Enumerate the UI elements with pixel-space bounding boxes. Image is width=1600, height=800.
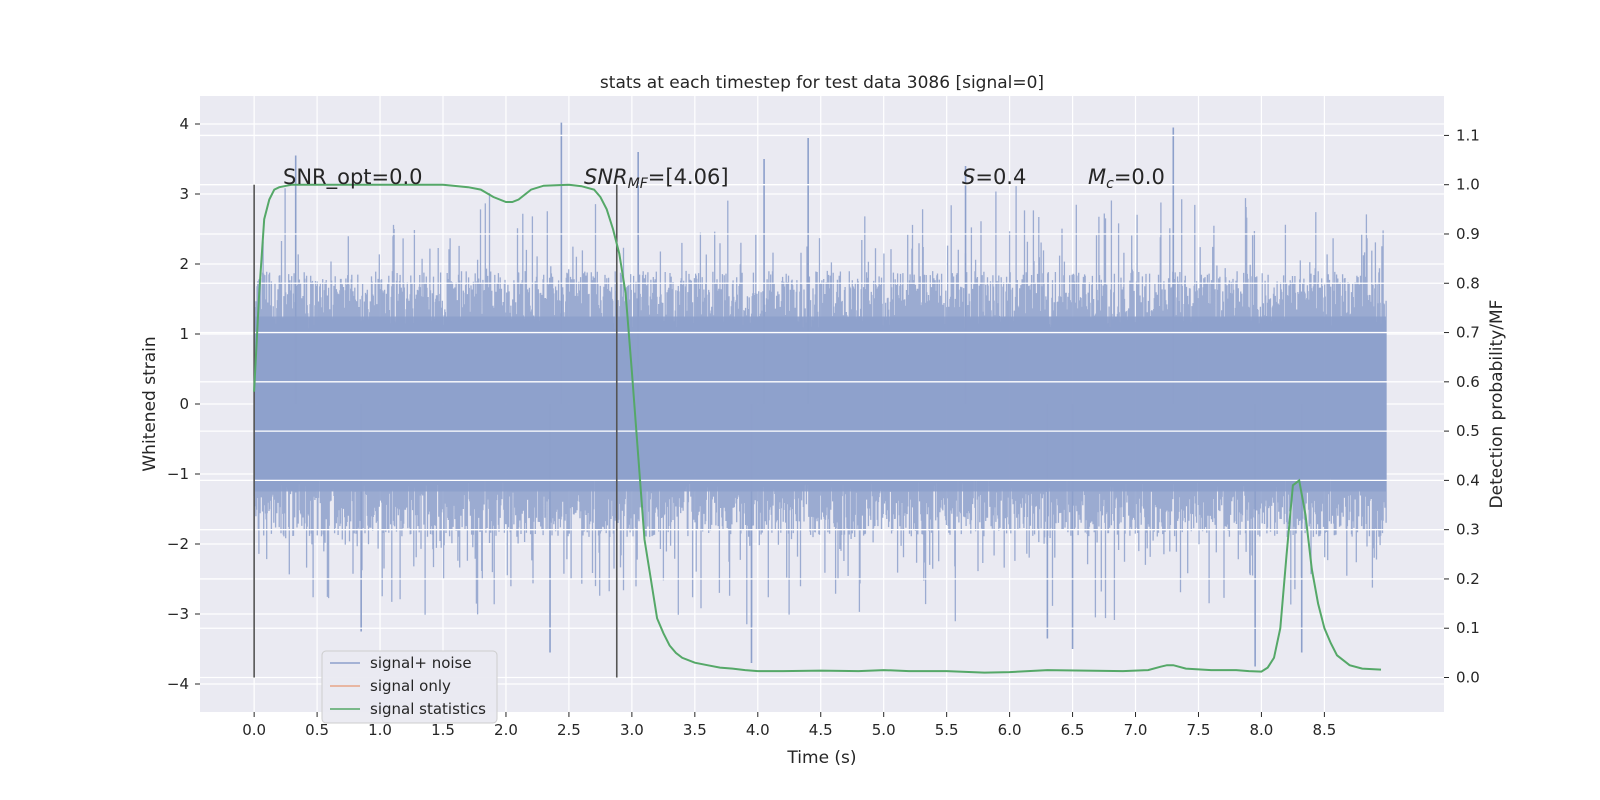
snr-opt-annotation: SNR_opt=0.0 xyxy=(283,165,423,190)
snr-mf-value: =[4.06] xyxy=(648,165,729,189)
x-tick-label: 2.5 xyxy=(557,721,581,739)
y-tick-label: 2 xyxy=(179,255,189,273)
s-label: S xyxy=(962,165,975,189)
y-tick-label: −2 xyxy=(167,535,189,553)
snr-mf-annotation: SNRMF=[4.06] xyxy=(584,165,729,192)
snr-mf-label: SNR xyxy=(584,165,628,189)
x-tick-label: 3.0 xyxy=(620,721,644,739)
y2-tick-label: 0.1 xyxy=(1456,619,1480,637)
x-tick-label: 0.0 xyxy=(242,721,266,739)
x-tick-label: 8.0 xyxy=(1249,721,1273,739)
x-tick-label: 4.0 xyxy=(746,721,770,739)
y-axis-label: Whitened strain xyxy=(140,336,160,471)
x-axis-ticks: 0.0 0.5 1.0 1.5 2.0 2.5 3.0 3.5 4.0 4.5 5.0 5.5 6.0 6… xyxy=(242,712,1336,739)
statistics-series xyxy=(253,183,1382,674)
x-tick-label: 8.5 xyxy=(1312,721,1336,739)
x-axis-label: Time (s) xyxy=(786,748,856,768)
y2-tick-label: 1.1 xyxy=(1456,126,1480,144)
x-tick-label: 1.5 xyxy=(431,721,455,739)
x-tick-label: 5.0 xyxy=(872,721,896,739)
y2-tick-label: 0.6 xyxy=(1456,373,1480,391)
legend-box xyxy=(321,650,498,724)
y2-tick-label: 0.5 xyxy=(1456,422,1480,440)
x-tick-label: 6.5 xyxy=(1061,721,1085,739)
chart-title: stats at each timestep for test data 308… xyxy=(600,73,1044,93)
y-tick-label: −3 xyxy=(167,605,189,623)
y2-axis-label: Detection probability/MF xyxy=(1487,300,1507,509)
noise-series xyxy=(253,122,1387,667)
mc-value: =0.0 xyxy=(1114,165,1165,189)
legend-label-signal: signal only xyxy=(370,677,451,695)
y2-tick-label: 0.9 xyxy=(1456,225,1480,243)
y-tick-label: −4 xyxy=(167,675,189,693)
mc-subscript: c xyxy=(1106,176,1114,192)
y2-tick-label: 0.3 xyxy=(1456,521,1480,539)
legend-label-noise: signal+ noise xyxy=(370,654,472,672)
x-tick-label: 0.5 xyxy=(305,721,329,739)
y-tick-label: 3 xyxy=(179,185,189,203)
y-axis-ticks: 4 3 2 1 0 −1 −2 −3 −4 xyxy=(167,115,200,693)
legend-label-statistics: signal statistics xyxy=(370,700,486,718)
mc-label: M xyxy=(1088,165,1106,189)
x-tick-label: 2.0 xyxy=(494,721,518,739)
x-tick-label: 4.5 xyxy=(809,721,833,739)
y-tick-label: 4 xyxy=(179,115,189,133)
x-tick-label: 1.0 xyxy=(368,721,392,739)
noise-core xyxy=(254,316,1387,492)
y2-axis-ticks: 1.1 1.0 0.9 0.8 0.7 0.6 0.5 0.4 0.3 0.2 0.1 0.0 xyxy=(1444,126,1480,687)
y2-tick-label: 0.0 xyxy=(1456,669,1480,687)
y2-tick-label: 0.2 xyxy=(1456,570,1480,588)
x-tick-label: 3.5 xyxy=(683,721,707,739)
y2-tick-label: 0.7 xyxy=(1456,324,1480,342)
y2-tick-label: 1.0 xyxy=(1456,176,1480,194)
y-tick-label: 0 xyxy=(179,395,189,413)
x-tick-label: 5.5 xyxy=(935,721,959,739)
x-tick-label: 7.5 xyxy=(1187,721,1211,739)
y-tick-label: 1 xyxy=(179,325,189,343)
mc-annotation: Mc=0.0 xyxy=(1088,165,1165,192)
y2-tick-label: 0.4 xyxy=(1456,471,1480,489)
x-tick-label: 6.0 xyxy=(998,721,1022,739)
y-tick-label: −1 xyxy=(167,465,189,483)
vertical-markers xyxy=(253,184,618,678)
s-value: =0.4 xyxy=(975,165,1026,189)
legend: signal+ noise signal only signal statist… xyxy=(321,650,498,724)
s-annotation: S=0.4 xyxy=(962,165,1026,189)
x-tick-label: 7.0 xyxy=(1124,721,1148,739)
snr-mf-subscript: MF xyxy=(628,176,649,192)
statistics-line xyxy=(253,183,1382,674)
y2-tick-label: 0.8 xyxy=(1456,274,1480,292)
